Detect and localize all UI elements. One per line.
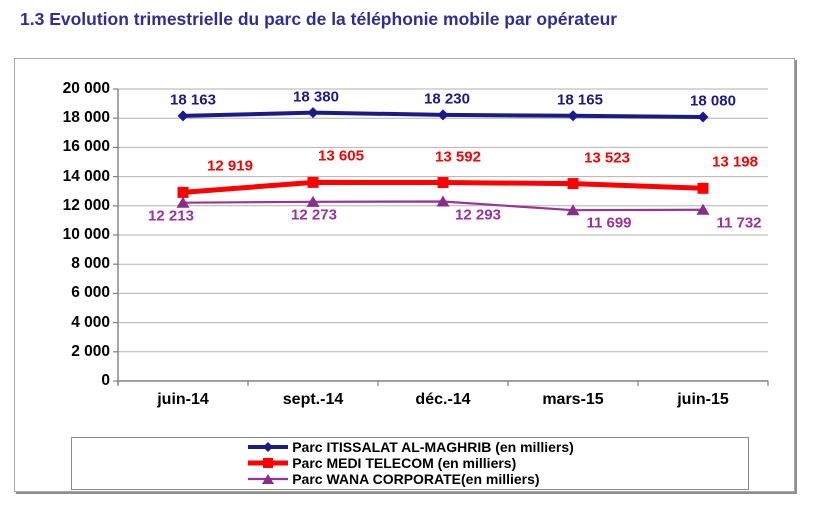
marker-triangle [306,195,320,207]
data-label: 18 165 [557,91,603,109]
marker-triangle [566,204,580,216]
x-axis-label: juin-15 [677,391,729,408]
legend-item: Parc MEDI TELECOM (en milliers) [246,455,574,471]
y-axis-label: 16 000 [62,138,110,156]
legend-label: Parc ITISSALAT AL-MAGHRIB (en milliers) [292,439,574,455]
legend-item: Parc ITISSALAT AL-MAGHRIB (en milliers) [246,439,574,455]
x-axis-label: sept.-14 [282,391,344,408]
legend-label: Parc MEDI TELECOM (en milliers) [292,455,517,471]
y-axis-label: 18 000 [62,109,110,127]
x-axis-label: mars-15 [542,391,604,408]
triangle-legend-icon [248,474,289,484]
marker-diamond [437,109,449,121]
data-label: 13 605 [318,147,364,165]
legend-item: Parc WANA CORPORATE(en milliers) [246,471,574,487]
y-axis-label: 20 000 [62,80,110,97]
data-label: 18 230 [424,90,470,108]
data-label: 18 163 [170,91,216,109]
legend: Parc ITISSALAT AL-MAGHRIB (en milliers) P… [71,437,749,490]
marker-triangle [436,195,450,207]
y-axis-label: 6 000 [71,284,110,302]
y-axis-label: 10 000 [62,226,110,243]
data-label: 12 273 [291,206,337,224]
y-axis-label: 8 000 [71,255,110,273]
y-axis-label: 2 000 [71,342,110,360]
marker-square [177,186,189,198]
data-label: 13 198 [712,153,758,171]
data-label: 12 919 [207,157,253,175]
page-title: 1.3 Evolution trimestrielle du parc de l… [20,9,618,29]
marker-diamond [307,107,319,119]
data-label: 11 699 [586,214,632,232]
data-label: 12 293 [455,206,501,224]
y-axis-label: 14 000 [62,167,110,185]
marker-diamond [177,110,189,122]
marker-square [697,182,709,194]
x-axis-label: juin-14 [157,391,209,408]
chart-frame: 0 2 000 4 000 6 000 8 000 10 000 12 000 14 000 1… [14,58,795,492]
marker-square [437,177,449,189]
diamond-legend-icon [248,442,289,452]
marker-triangle [176,196,190,208]
data-label: 13 523 [584,149,630,167]
data-label: 11 732 [716,214,762,232]
square-legend-icon [248,458,289,468]
x-axis-label: déc.-14 [415,391,471,408]
marker-diamond [567,110,579,122]
data-label: 12 213 [148,207,194,225]
y-axis-label: 0 [101,372,110,389]
data-label: 18 380 [293,88,339,106]
y-axis-label: 12 000 [62,196,110,214]
plot-area [113,88,769,386]
marker-square [307,176,319,188]
marker-diamond [697,111,709,123]
data-label: 18 080 [690,92,736,110]
marker-square [567,178,579,190]
data-label: 13 592 [435,148,481,166]
marker-triangle [696,203,710,215]
legend-items: Parc ITISSALAT AL-MAGHRIB (en milliers) P… [246,439,574,487]
legend-label: Parc WANA CORPORATE(en milliers) [292,471,540,487]
y-axis-label: 4 000 [71,313,110,331]
